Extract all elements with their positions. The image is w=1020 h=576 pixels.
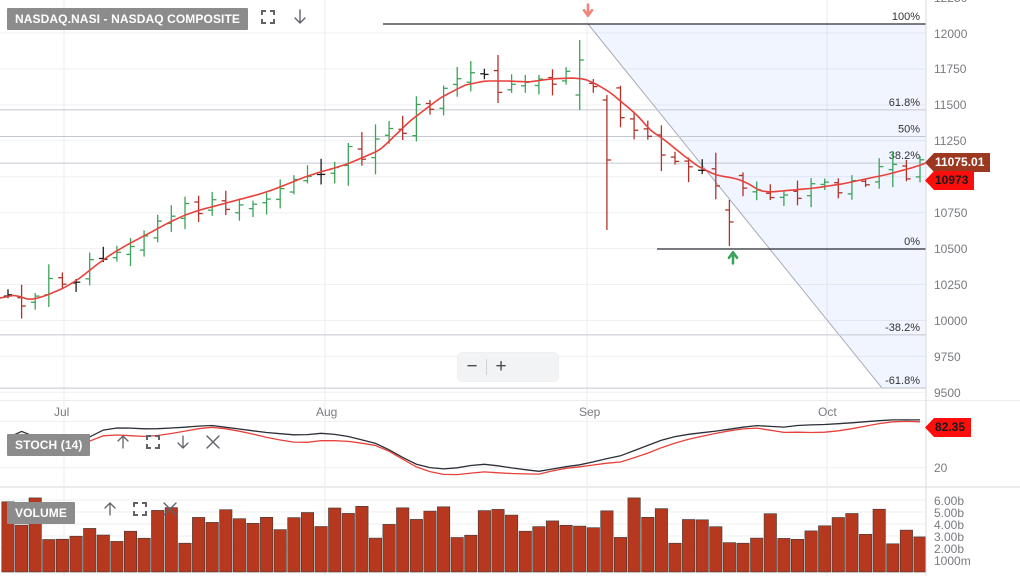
svg-text:50%: 50%	[898, 124, 920, 136]
svg-text:-38.2%: -38.2%	[885, 322, 920, 334]
svg-text:61.8%: 61.8%	[889, 97, 920, 109]
svg-text:0%: 0%	[904, 236, 920, 248]
svg-text:-61.8%: -61.8%	[885, 375, 920, 387]
svg-text:38.2%: 38.2%	[889, 150, 920, 162]
svg-text:100%: 100%	[892, 11, 920, 23]
